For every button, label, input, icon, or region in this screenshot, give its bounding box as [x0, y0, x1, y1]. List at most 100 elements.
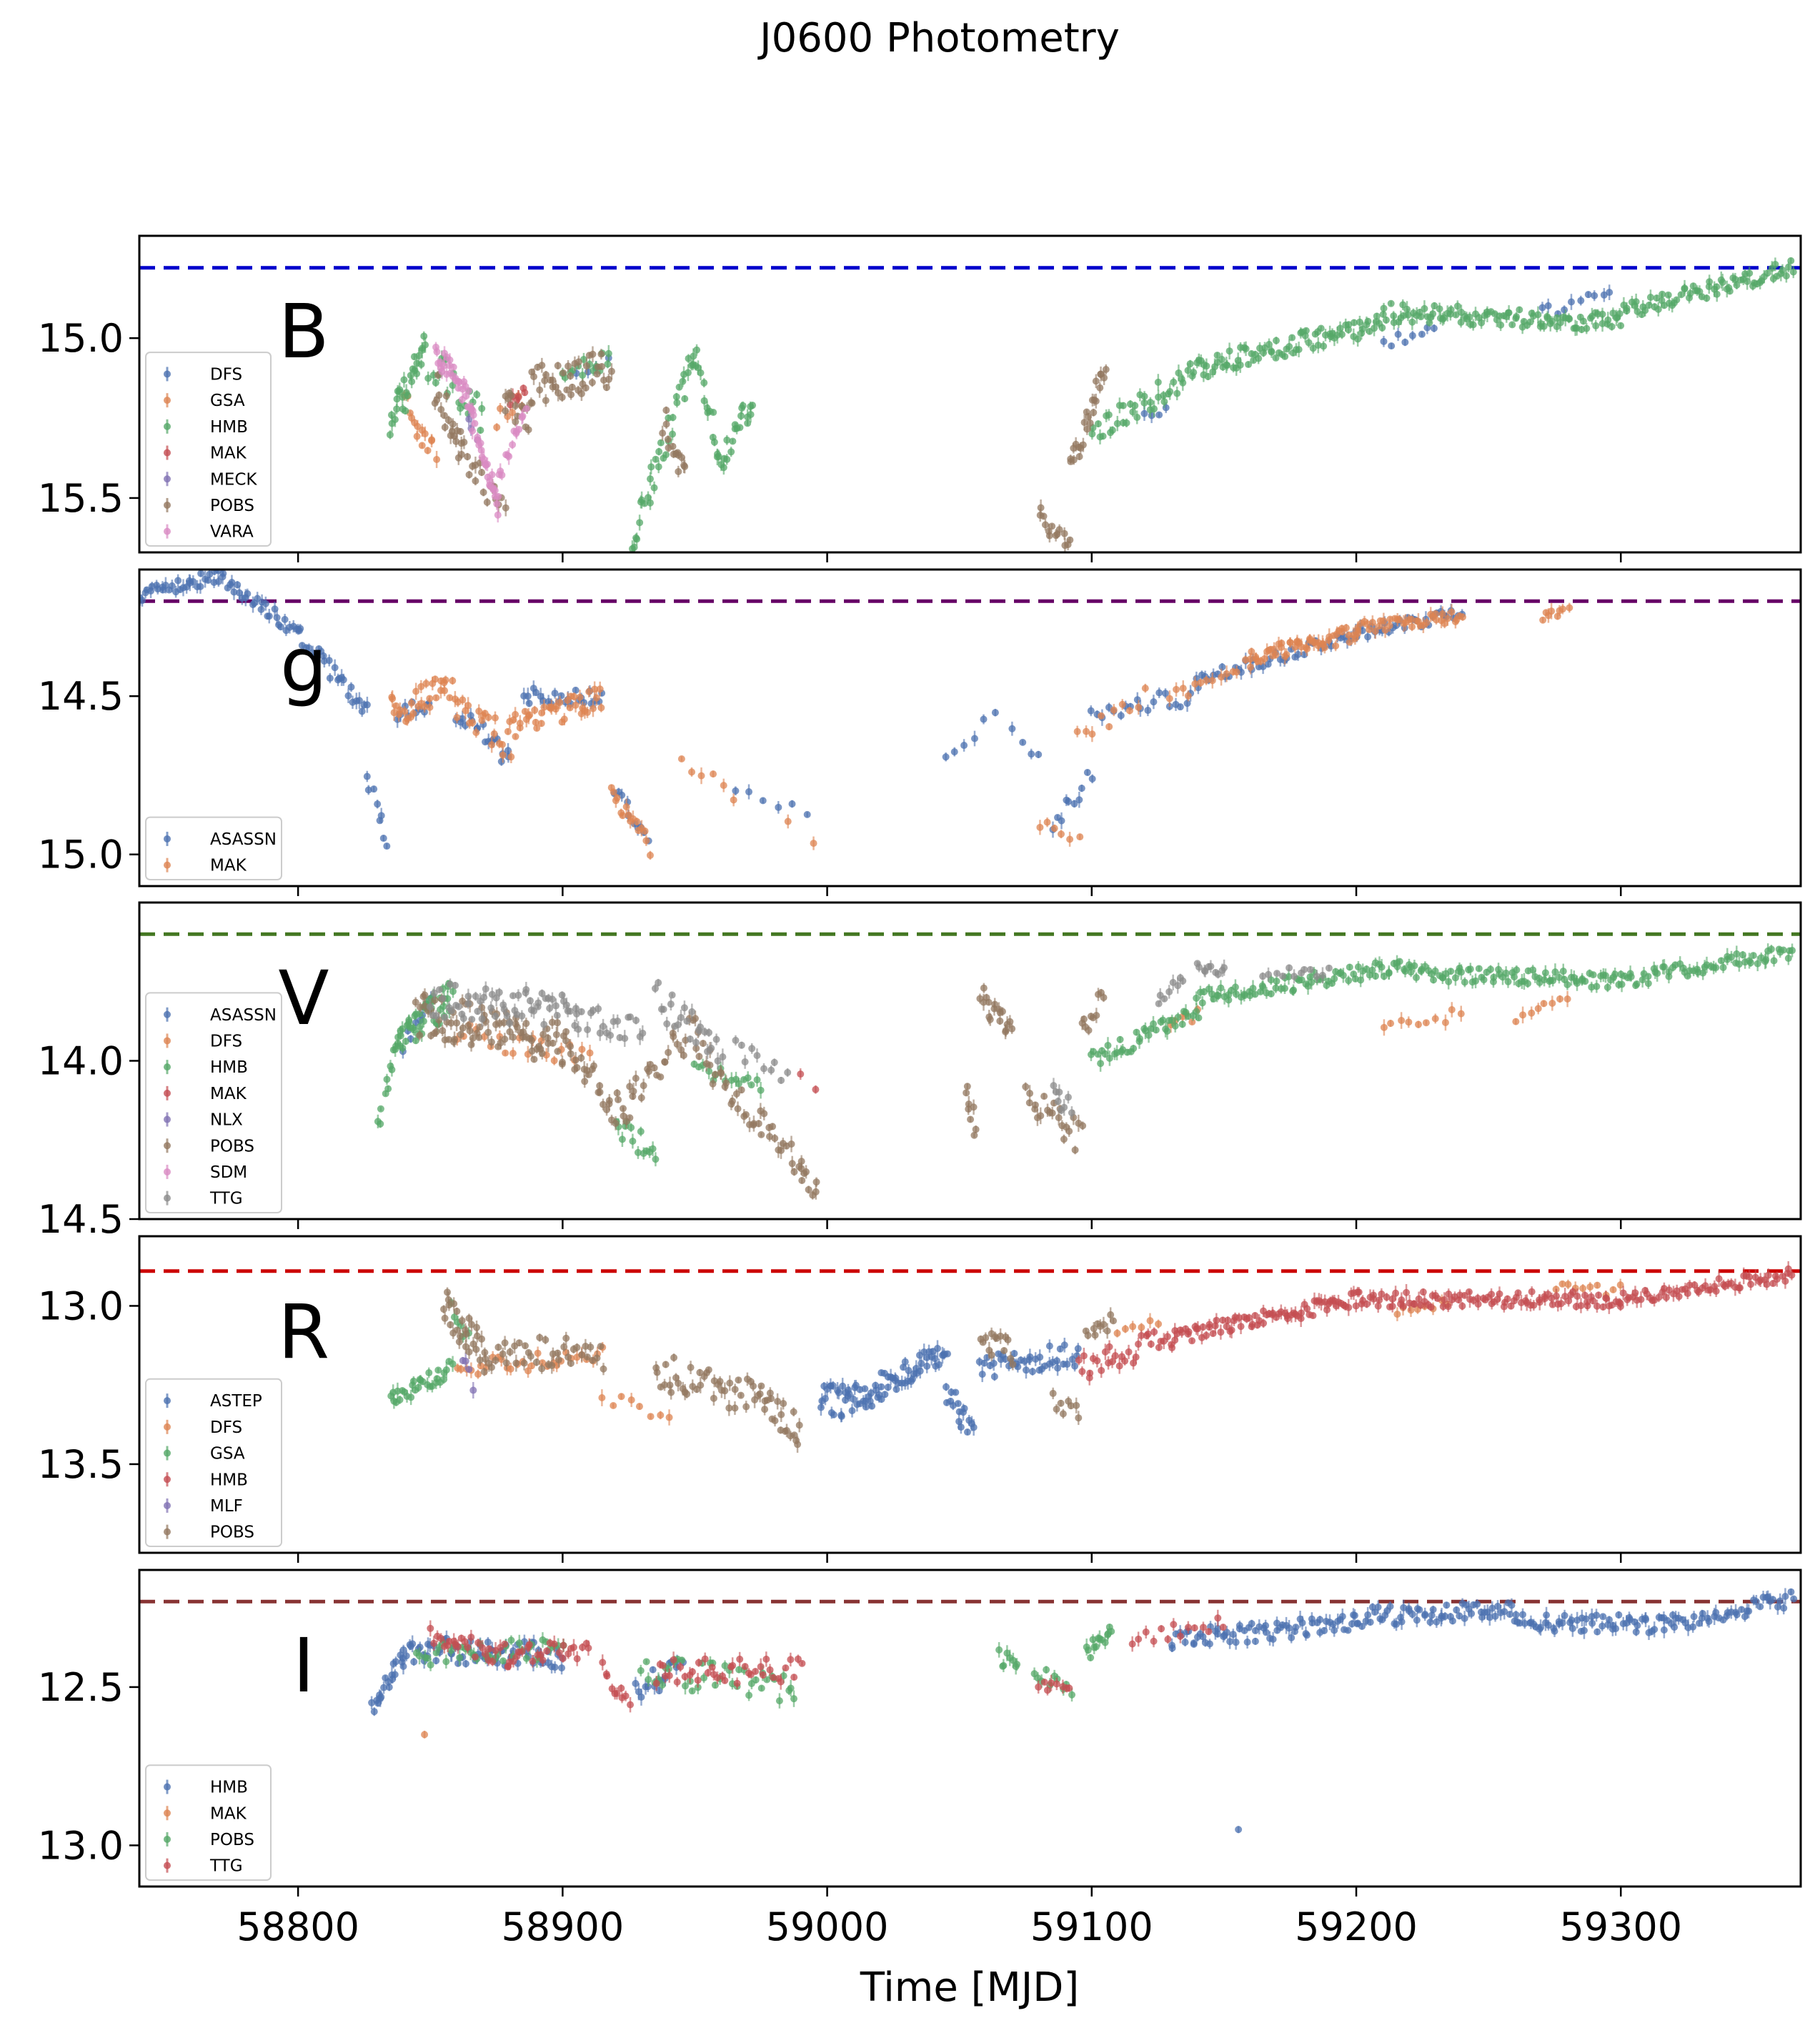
data-point: [139, 597, 146, 605]
data-point: [501, 1035, 509, 1043]
data-point: [944, 1350, 952, 1358]
data-point: [515, 425, 523, 433]
data-point: [1173, 389, 1181, 397]
data-point: [1583, 1302, 1591, 1310]
data-point: [575, 1025, 582, 1033]
data-point: [1371, 324, 1378, 332]
series-R-GSA: [387, 1298, 473, 1409]
data-point: [536, 386, 544, 394]
data-point: [1036, 1353, 1044, 1361]
data-point: [584, 708, 592, 716]
data-point: [1447, 306, 1455, 314]
data-point: [1223, 670, 1230, 677]
data-point: [607, 1031, 615, 1039]
data-point: [1785, 263, 1793, 271]
data-point: [798, 1177, 806, 1185]
data-point: [1563, 980, 1571, 988]
data-point: [1563, 995, 1571, 1003]
data-point: [435, 986, 443, 994]
data-point: [1474, 1300, 1482, 1308]
data-point: [514, 991, 522, 999]
data-point: [377, 1105, 384, 1113]
data-point: [1041, 521, 1049, 529]
data-point: [1080, 1352, 1088, 1360]
data-point: [508, 409, 516, 417]
legend-marker: [164, 449, 171, 457]
data-point: [934, 1345, 942, 1353]
data-point: [747, 1081, 755, 1089]
data-point: [1534, 1005, 1542, 1013]
data-point: [1616, 309, 1623, 317]
data-point: [432, 379, 439, 387]
data-point: [454, 1003, 462, 1010]
data-point: [1110, 706, 1118, 714]
data-point: [1298, 1309, 1306, 1317]
data-point: [393, 405, 401, 413]
data-point: [1133, 1028, 1140, 1036]
data-point: [770, 1058, 778, 1066]
data-point: [737, 1041, 745, 1049]
data-point: [669, 442, 677, 450]
data-point: [592, 694, 600, 702]
data-point: [1105, 722, 1113, 730]
data-point: [541, 377, 549, 384]
data-point: [1378, 963, 1386, 971]
data-point: [1593, 1281, 1601, 1289]
y-tick-label: 14.5: [38, 674, 124, 719]
data-point: [219, 570, 227, 577]
data-point: [528, 1036, 536, 1044]
data-point: [1352, 1302, 1360, 1310]
data-point: [421, 430, 429, 438]
data-point: [803, 810, 811, 818]
data-point: [432, 1012, 440, 1020]
data-point: [522, 1020, 530, 1028]
legend-label: DFS: [210, 1032, 242, 1050]
data-point: [1043, 818, 1051, 826]
data-point: [1475, 965, 1483, 973]
data-point: [532, 718, 539, 726]
data-point: [1225, 996, 1233, 1004]
data-point: [712, 1035, 720, 1043]
data-point: [1472, 977, 1480, 985]
data-point: [1577, 1302, 1585, 1310]
data-point: [998, 1008, 1006, 1015]
data-point: [1272, 337, 1280, 344]
data-point: [943, 1383, 950, 1391]
band-label-g: g: [280, 622, 327, 709]
data-point: [472, 729, 480, 737]
data-point: [605, 1097, 613, 1105]
data-point: [963, 1083, 971, 1090]
legend-V: ASASSN DFS HMB MAK NLX POBS SDM TTG: [145, 992, 282, 1214]
data-point: [568, 383, 576, 391]
data-point: [1135, 1340, 1143, 1348]
data-point: [1551, 968, 1559, 976]
data-points-g: [139, 570, 1573, 860]
data-point: [605, 349, 612, 357]
data-point: [1131, 402, 1139, 409]
data-point: [734, 1105, 742, 1113]
data-point: [584, 1025, 592, 1033]
data-point: [312, 652, 319, 660]
data-point: [1664, 291, 1672, 299]
data-point: [494, 511, 502, 519]
data-point: [1048, 522, 1056, 530]
data-point: [1045, 532, 1053, 540]
data-point: [1452, 311, 1460, 319]
data-point: [1445, 1290, 1453, 1298]
data-point: [657, 1073, 665, 1081]
data-point: [1364, 317, 1372, 325]
data-point: [1101, 1050, 1109, 1058]
data-point: [1586, 1283, 1594, 1291]
legend-marker: [164, 1194, 171, 1202]
data-point: [1457, 1010, 1465, 1018]
data-point: [877, 1383, 885, 1391]
data-point: [585, 1070, 592, 1078]
data-point: [457, 450, 465, 458]
data-point: [426, 1003, 434, 1011]
data-point: [1105, 411, 1113, 419]
data-point: [1339, 971, 1347, 979]
data-point: [374, 800, 382, 808]
data-point: [1098, 712, 1105, 720]
data-point: [802, 1168, 810, 1175]
legend-entry: POBS: [164, 497, 254, 515]
